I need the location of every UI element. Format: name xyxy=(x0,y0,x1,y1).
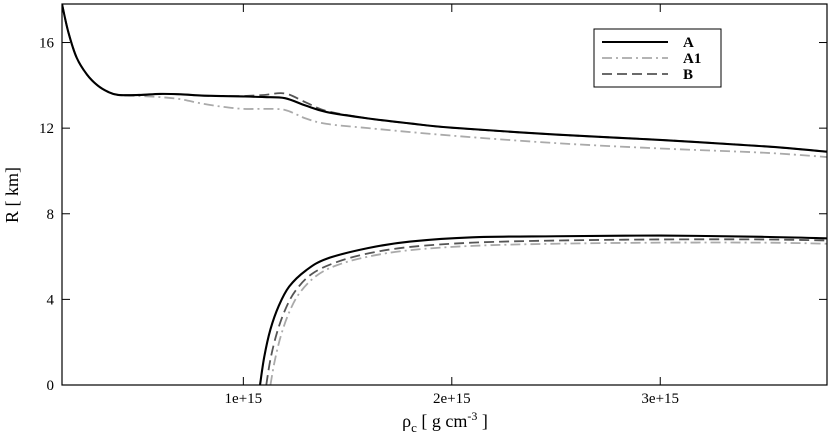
y-tick-label: 16 xyxy=(39,36,55,52)
legend-label-b: B xyxy=(683,67,693,83)
plot-frame xyxy=(61,3,828,386)
x-axis-label: ρc [ g cm-3 ] xyxy=(402,409,488,435)
series-line-b-lower xyxy=(265,238,827,385)
series-line-a-lower xyxy=(258,234,827,385)
x-axis-label-main: ρ xyxy=(402,411,411,431)
x-axis-label-rest: [ g cm xyxy=(417,411,467,431)
series-layer xyxy=(62,4,827,385)
x-axis-label-end: ] xyxy=(477,411,488,431)
series-line-a1-lower xyxy=(269,241,827,385)
x-axis-label-sub: c xyxy=(411,420,417,435)
x-axis-label-sup: -3 xyxy=(467,409,477,423)
x-tick-label: 1e+15 xyxy=(225,391,263,407)
y-tick-label: 8 xyxy=(47,207,55,223)
y-tick-label: 4 xyxy=(47,292,55,308)
x-tick-label: 2e+15 xyxy=(433,391,471,407)
series-line-a-upper xyxy=(62,4,827,153)
y-tick-label: 0 xyxy=(47,378,55,394)
y-tick-label: 12 xyxy=(39,121,54,137)
legend-label-a1: A1 xyxy=(683,51,701,67)
ticks-layer: 1e+15 2e+15 3e+15 0 4 8 12 16 xyxy=(39,4,827,407)
x-tick-label: 3e+15 xyxy=(641,391,679,407)
legend-label-a: A xyxy=(683,35,694,51)
y-axis-label: R [ km] xyxy=(2,167,22,223)
